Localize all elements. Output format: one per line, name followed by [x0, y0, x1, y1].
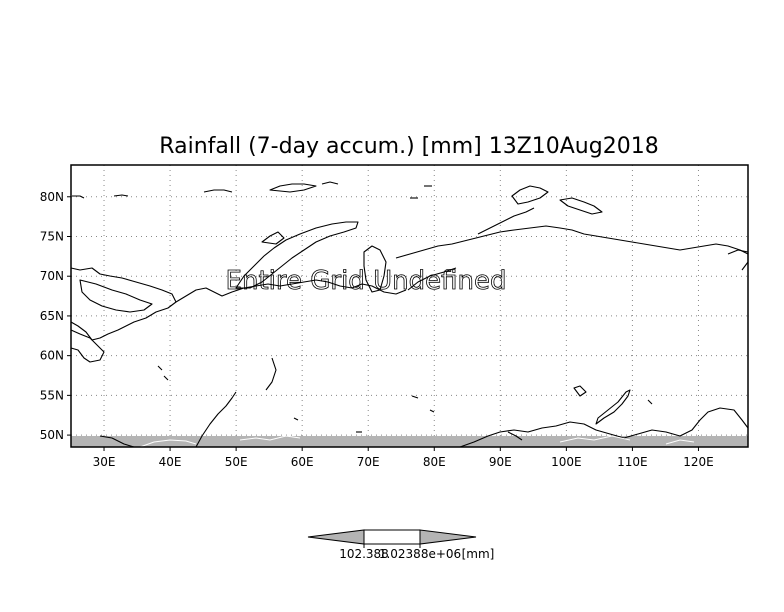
lon-tick-label: 80E	[423, 455, 446, 469]
map-border	[70, 164, 749, 448]
lon-tick-label: 120E	[683, 455, 714, 469]
lon-tick-label: 110E	[617, 455, 648, 469]
lat-tick-label: 75N	[40, 229, 64, 243]
lat-tick-label: 50N	[40, 428, 64, 442]
longitude-tick-labels: 30E 40E 50E 60E 70E 80E 90E 100E 110E 120E	[93, 447, 714, 469]
grid-lines	[71, 165, 748, 447]
lat-tick-label: 60N	[40, 349, 64, 363]
lat-tick-label: 65N	[40, 309, 64, 323]
colorbar-left-triangle	[307, 529, 365, 545]
colorbar-center-box	[363, 529, 421, 545]
lon-tick-label: 40E	[159, 455, 182, 469]
lon-tick-label: 70E	[357, 455, 380, 469]
map-title: Rainfall (7-day accum.) [mm] 13Z10Aug201…	[159, 134, 658, 159]
lon-tick-label: 30E	[93, 455, 116, 469]
colorbar-left-label: 102.388	[339, 547, 389, 561]
colorbar-right-triangle	[419, 529, 477, 545]
lon-tick-label: 50E	[225, 455, 248, 469]
lon-tick-label: 90E	[489, 455, 512, 469]
lon-tick-label: 100E	[551, 455, 582, 469]
colorbar-unit-label: [mm]	[462, 547, 495, 561]
colorbar: 102.388 1.02388e+06 [mm]	[307, 529, 495, 561]
coastlines	[70, 181, 749, 448]
undefined-grid-overlay: Entire Grid Undefined	[226, 266, 507, 296]
lat-tick-label: 70N	[40, 269, 64, 283]
lat-tick-label: 55N	[40, 388, 64, 402]
lat-tick-label: 80N	[40, 190, 64, 204]
colorbar-center-label: 1.02388e+06	[379, 547, 461, 561]
map-frame	[70, 164, 749, 448]
latitude-tick-labels: 80N 75N 70N 65N 60N 55N 50N	[40, 190, 71, 442]
masked-band	[71, 436, 748, 447]
lon-tick-label: 60E	[291, 455, 314, 469]
